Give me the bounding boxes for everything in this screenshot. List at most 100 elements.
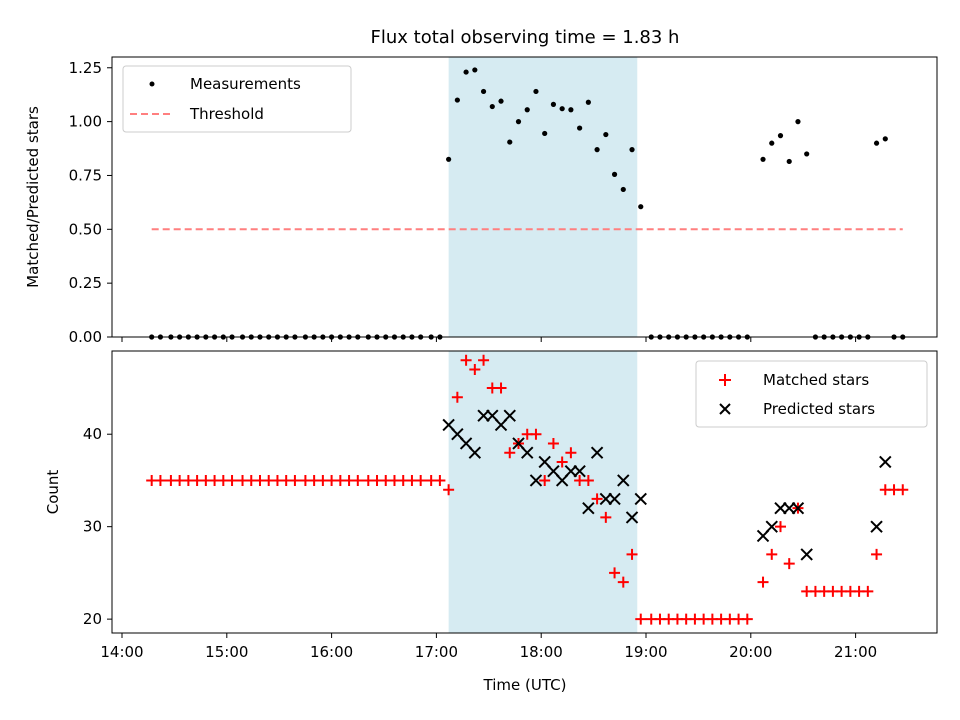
top-y-tick-label: 0.50 (69, 220, 102, 238)
predicted-star-point (870, 520, 883, 533)
matched-star-point (626, 548, 638, 560)
predicted-star-point (800, 548, 813, 561)
measurement-point (463, 69, 469, 75)
matched-star-point (556, 456, 568, 468)
matched-star-point (415, 474, 427, 486)
measurement-point (638, 204, 644, 210)
x-tick-label: 21:00 (834, 643, 877, 661)
predicted-star-point (765, 520, 778, 533)
top-panel: 0.00 0.25 0.50 0.75 1.00 1.25 Matched/Predict… (24, 56, 938, 346)
measurement-point (507, 139, 513, 145)
top-y-tick-label: 1.00 (69, 113, 102, 131)
legend-matched-label: Matched stars (763, 371, 869, 389)
bottom-legend-box (695, 360, 928, 428)
measurement-point (559, 106, 565, 112)
bottom-y-tick-label: 20 (83, 610, 102, 628)
legend-measurements-marker (149, 81, 155, 87)
predicted-star-point (608, 492, 621, 506)
predicted-star-point (582, 501, 595, 515)
top-y-ticks: 0.00 0.25 0.50 0.75 1.00 1.25 (69, 59, 112, 346)
matched-star-point (289, 474, 301, 486)
measurement-point (542, 130, 548, 137)
measurement-point (524, 107, 530, 113)
matched-star-point (741, 613, 753, 625)
measurement-point (804, 151, 810, 157)
bottom-y-axis-label: Count (44, 470, 62, 515)
top-y-tick-label: 0.25 (69, 274, 102, 292)
legend-matched-marker (719, 374, 731, 386)
measurement-point (769, 140, 775, 146)
measurement-point (760, 156, 766, 162)
matched-star-point (539, 474, 551, 486)
matched-star-point (495, 382, 507, 394)
matched-star-point (582, 474, 594, 486)
measurement-point (882, 136, 888, 142)
top-y-axis-label: Matched/Predicted stars (24, 106, 42, 288)
x-tick-label: 14:00 (100, 643, 143, 661)
matched-star-point (897, 484, 909, 496)
chart-title: Flux total observing time = 1.83 h (371, 27, 680, 48)
bottom-legend: Matched stars Predicted stars (695, 360, 928, 428)
matched-star-point (871, 548, 883, 560)
matched-star-point (434, 474, 446, 486)
bottom-panel: 20 30 40 14:00 15:00 16:00 17:00 18:00 19:00 20:… (44, 350, 938, 694)
predicted-star-point (791, 501, 805, 515)
top-x-ticks (121, 337, 857, 342)
bottom-axes-frame (111, 350, 938, 634)
measurement-point (533, 88, 539, 95)
measurement-point (873, 140, 880, 146)
measurement-point (550, 101, 557, 107)
measurement-point (594, 147, 600, 153)
matched-star-point (530, 428, 542, 440)
matched-star-point (154, 474, 166, 486)
top-y-tick-label: 0.00 (69, 328, 102, 346)
matched-star-point (783, 558, 795, 570)
bottom-y-tick-label: 30 (83, 518, 102, 536)
matched-star-point (469, 363, 481, 375)
x-tick-label: 15:00 (205, 643, 248, 661)
matched-star-point (504, 447, 516, 459)
predicted-star-point (625, 511, 639, 524)
x-tick-label: 20:00 (729, 643, 772, 661)
x-tick-label: 18:00 (520, 643, 563, 661)
matched-star-point (451, 391, 463, 403)
measurement-point (585, 99, 591, 105)
predicted-star-point (503, 409, 516, 422)
measurement-point (515, 119, 522, 125)
measurement-point (629, 147, 635, 153)
matched-star-point (460, 354, 472, 366)
matched-star-point (352, 474, 364, 486)
measurement-point (777, 133, 784, 139)
predicted-star-point (617, 474, 630, 487)
matched-star-point (766, 548, 778, 560)
top-y-tick-label: 1.25 (69, 59, 102, 77)
predicted-star-point (468, 446, 482, 459)
measurement-point (472, 67, 478, 73)
top-axes-frame (111, 56, 938, 338)
bottom-series-layer (146, 354, 909, 625)
bottom-y-tick-label: 40 (83, 425, 102, 443)
matched-star-point (774, 521, 786, 533)
matched-star-point (478, 354, 490, 366)
measurement-point (603, 131, 609, 138)
top-legend-box (122, 65, 352, 133)
measurement-point (577, 125, 583, 131)
legend-predicted-marker (719, 403, 731, 415)
matched-star-point (862, 585, 874, 597)
matched-star-point (600, 511, 612, 523)
x-tick-label: 16:00 (310, 643, 353, 661)
bottom-x-ticks: 14:00 15:00 16:00 17:00 18:00 19:00 20:00 21:00 (100, 633, 877, 661)
matched-star-point (547, 437, 559, 449)
top-legend: Measurements Threshold (122, 65, 352, 133)
measurement-point (786, 158, 792, 165)
measurement-point (489, 103, 495, 110)
measurement-point (446, 156, 452, 162)
x-tick-label: 17:00 (415, 643, 458, 661)
top-y-tick-label: 0.75 (69, 166, 102, 184)
matched-star-point (757, 576, 769, 588)
legend-predicted-label: Predicted stars (763, 400, 875, 418)
legend-threshold-label: Threshold (189, 105, 264, 123)
x-axis-label: Time (UTC) (483, 676, 567, 694)
predicted-star-point (521, 446, 534, 459)
